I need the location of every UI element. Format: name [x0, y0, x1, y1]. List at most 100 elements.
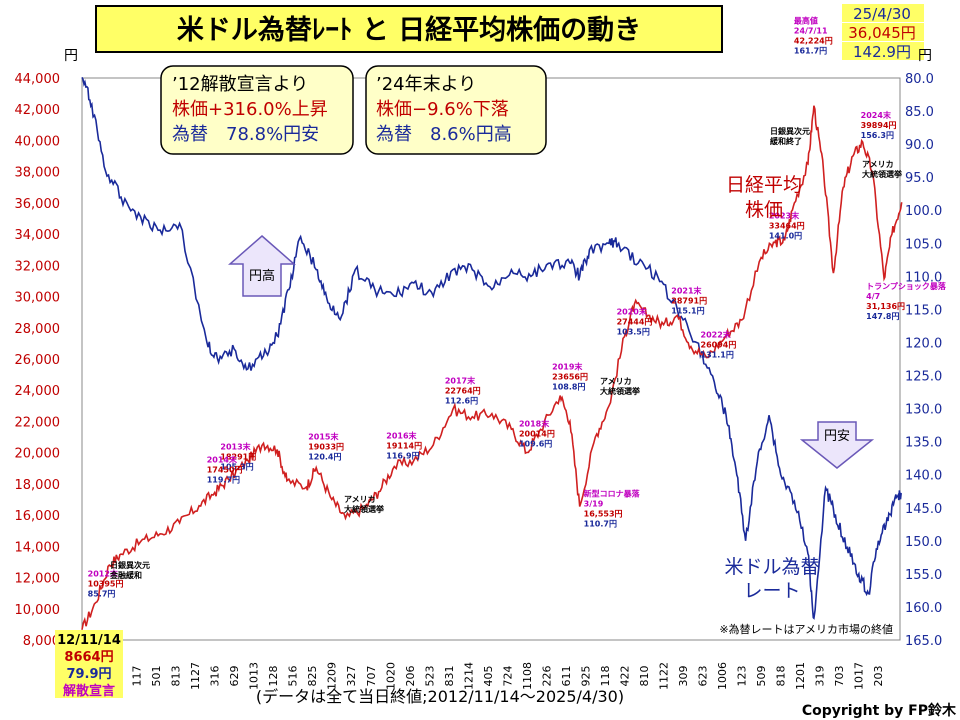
- left-tick-label: 28,000: [15, 322, 61, 337]
- x-tick-label: 611: [560, 666, 573, 687]
- x-tick-label: 1214: [462, 662, 475, 690]
- annotation-label: 103.5円: [617, 327, 650, 336]
- arrow-down-label: 円安: [824, 429, 850, 444]
- right-tick-label: 165.0: [905, 634, 942, 649]
- annotation-label: 147.8円: [866, 312, 899, 321]
- right-tick-label: 100.0: [905, 204, 942, 219]
- x-tick-label: 123: [736, 666, 749, 687]
- event-label: アメリカ: [862, 160, 894, 169]
- right-tick-label: 90.0: [905, 138, 934, 153]
- annotation-label: トランプショック暴落: [866, 281, 947, 291]
- start-price: 8664円: [64, 650, 113, 665]
- start-date: 12/11/14: [57, 633, 121, 648]
- annotation-label: 2024末: [861, 110, 891, 120]
- left-axis-unit: 円: [64, 48, 78, 64]
- x-tick-label: 117: [131, 666, 144, 687]
- series-label-nikkei-1: 日経平均: [726, 174, 802, 196]
- annotation-label: 19114円: [386, 441, 422, 450]
- right-tick-label: 135.0: [905, 436, 942, 451]
- x-tick-label: 925: [579, 666, 592, 687]
- event-label: 大統領選挙: [344, 504, 384, 514]
- annotation-label: 116.9円: [386, 451, 419, 460]
- x-tick-label: 309: [677, 666, 690, 687]
- right-tick-label: 160.0: [905, 601, 942, 616]
- x-tick-label: 319: [814, 666, 827, 687]
- annotation-label: 115.1円: [671, 306, 704, 315]
- annotation-label: 23656円: [552, 373, 588, 382]
- latest-rate: 142.9円: [853, 43, 911, 61]
- annotation-label: 2021末: [671, 285, 701, 295]
- annotation-label: 16,553円: [584, 509, 623, 518]
- left-tick-label: 44,000: [15, 72, 61, 87]
- annotation-label: 31,136円: [866, 302, 905, 311]
- annotation-label: 3/19: [584, 499, 604, 508]
- left-tick-label: 36,000: [15, 197, 61, 212]
- x-tick-label: 629: [228, 666, 241, 687]
- left-tick-label: 18,000: [15, 478, 61, 493]
- x-tick-label: 523: [423, 666, 436, 687]
- annotation-label: 2014末: [207, 454, 237, 464]
- annotation-label: 105.3円: [220, 462, 253, 471]
- x-tick-label: 206: [404, 666, 417, 687]
- left-tick-label: 34,000: [15, 228, 61, 243]
- x-tick-label: 405: [482, 666, 495, 687]
- right-axis: 80.0 85.0 90.0 95.0 100.0 105.0 110.0 115.0 120.…: [905, 72, 942, 649]
- annotation-label: 110.7円: [584, 519, 617, 528]
- x-tick-label: 501: [150, 666, 163, 687]
- event-label: 大統領選挙: [600, 386, 640, 396]
- x-tick-label: 1006: [716, 662, 729, 690]
- x-tick-label: 422: [618, 666, 631, 687]
- event-label: 金融緩和: [109, 570, 142, 580]
- box1-line2: 株価+316.0%上昇: [172, 99, 328, 120]
- x-tick-label: 703: [833, 666, 846, 687]
- series-label-usd-1: 米ドル為替: [724, 556, 819, 578]
- annotation-label: 2013末: [220, 441, 250, 451]
- event-label: 大統領選挙: [862, 169, 902, 179]
- series-usd-rate-line: [81, 76, 902, 620]
- left-tick-label: 20,000: [15, 447, 61, 462]
- arrow-down-yen-weak: 円安: [799, 421, 875, 469]
- left-tick-label: 26,000: [15, 353, 61, 368]
- x-axis: 1114618930117501813112731662910131285168…: [72, 662, 885, 690]
- right-tick-label: 110.0: [905, 270, 942, 285]
- x-tick-label: 707: [365, 666, 378, 687]
- x-tick-label: 316: [209, 666, 222, 687]
- right-tick-label: 105.0: [905, 237, 942, 252]
- series-label-nikkei-2: 株価: [745, 199, 783, 221]
- chart-title: 米ドル為替ﾚｰﾄ と 日経平均株価の動き: [177, 14, 641, 46]
- annotation-label: 42,224円: [794, 37, 833, 46]
- annotation-label: 17450円: [207, 465, 243, 474]
- annotation-label: 2016末: [386, 430, 416, 440]
- x-tick-label: 1127: [189, 662, 202, 690]
- right-tick-label: 150.0: [905, 535, 942, 550]
- annotation-label: 2018末: [519, 418, 549, 428]
- data-range-note: (データは全て当日終値;2012/11/14～2025/4/30): [256, 687, 624, 706]
- annotation-label: 39894円: [861, 121, 897, 130]
- annotation-label: 33464円: [769, 221, 805, 230]
- annotation-label: 2017末: [445, 376, 475, 386]
- latest-date: 25/4/30: [853, 5, 911, 23]
- annotation-label: 156.3円: [861, 131, 894, 140]
- event-label: 日銀異次元: [770, 126, 810, 136]
- latest-values: 25/4/30 36,045円 142.9円: [842, 4, 924, 61]
- x-tick-label: 724: [501, 666, 514, 687]
- x-tick-label: 516: [287, 666, 300, 687]
- arrow-up-label: 円高: [249, 268, 275, 284]
- annotation-label: 新型コロナ暴落: [584, 488, 641, 498]
- series-nikkei-line: [81, 105, 903, 630]
- x-tick-label: 623: [697, 666, 710, 687]
- x-tick-label: 818: [775, 666, 788, 687]
- annotation-label: 2020末: [617, 306, 647, 316]
- arrow-up-yen-strong: 円高: [228, 235, 296, 297]
- event-label: 日銀異次元: [110, 560, 150, 570]
- left-axis: 8,000 10,000 12,000 14,000 16,000 18,000 20,00…: [15, 72, 61, 649]
- info-box-since-2024: ’24年末より 株価−9.6%下落 為替 8.6%円高: [365, 65, 547, 155]
- start-event: 解散宣言: [62, 683, 115, 699]
- x-tick-label: 226: [540, 666, 553, 687]
- annotation-label: 120.4円: [308, 453, 341, 462]
- x-tick-label: 1201: [794, 662, 807, 690]
- annotation-label: 131.1円: [701, 351, 734, 360]
- x-tick-label: 1020: [384, 662, 397, 690]
- box1-line1: ’12解散宣言より: [172, 74, 308, 95]
